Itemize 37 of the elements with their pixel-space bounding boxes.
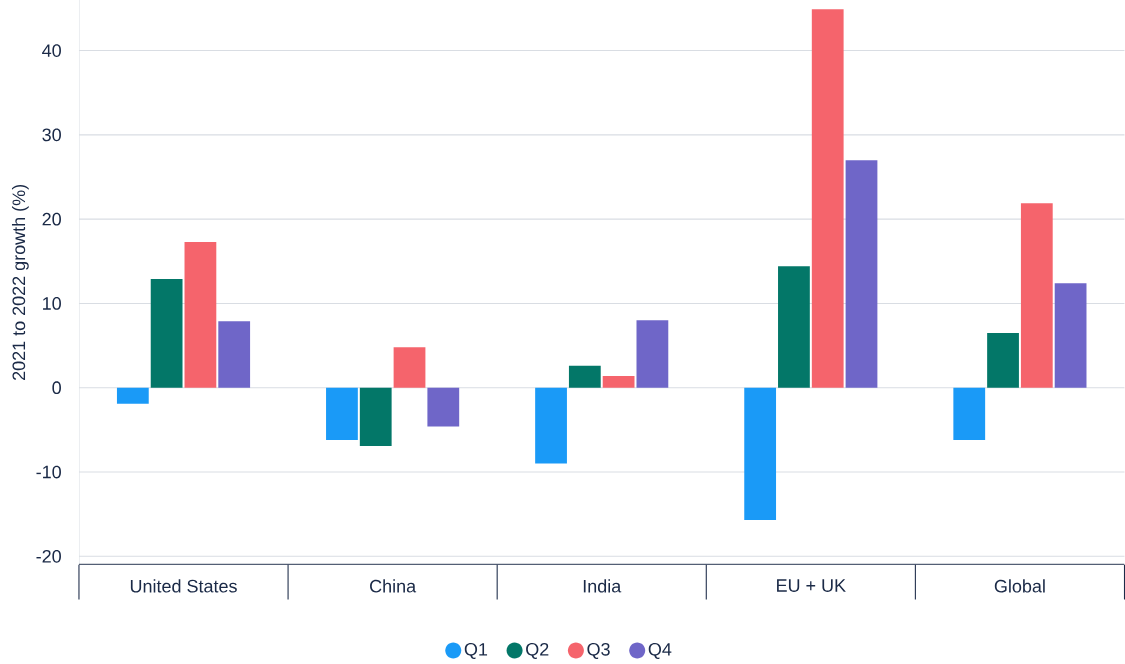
x-tick-label: Global: [994, 579, 1045, 593]
x-tick-label: China: [370, 579, 417, 593]
bar: [636, 320, 669, 388]
y-tick-label: 20: [42, 212, 61, 226]
y-tick-label: 40: [42, 44, 61, 58]
bar: [326, 387, 358, 441]
bar: [845, 160, 878, 388]
legend-label: Q1: [464, 643, 488, 660]
y-tick-label: -20: [36, 550, 61, 563]
y-axis-title: 2021 to 2022 growth (%): [11, 185, 29, 381]
bar: [953, 387, 986, 441]
legend-label: Q4: [648, 643, 672, 660]
y-tick-label: 30: [42, 128, 61, 142]
bar: [1020, 203, 1053, 388]
legend-label: Q3: [587, 643, 610, 660]
bar: [359, 387, 392, 447]
x-tick-label: India: [583, 579, 622, 593]
bar: [602, 376, 635, 388]
y-tick-label: -10: [36, 465, 61, 479]
bar: [811, 9, 844, 388]
bar: [744, 387, 777, 521]
x-tick-label: EU + UK: [777, 579, 846, 593]
bar: [535, 387, 567, 464]
bar: [778, 266, 810, 388]
bar: [184, 242, 217, 388]
bar: [218, 321, 251, 388]
y-tick-label: 0: [52, 381, 61, 395]
x-tick-label: United States: [130, 579, 237, 593]
bar: [427, 387, 460, 427]
bar: [150, 279, 183, 388]
bar: [116, 387, 149, 404]
bar: [1054, 283, 1087, 388]
y-tick-label: 10: [43, 297, 61, 310]
bar: [568, 365, 601, 388]
bar: [393, 347, 426, 388]
legend-label: Q2: [526, 643, 549, 660]
bar: [987, 333, 1019, 388]
